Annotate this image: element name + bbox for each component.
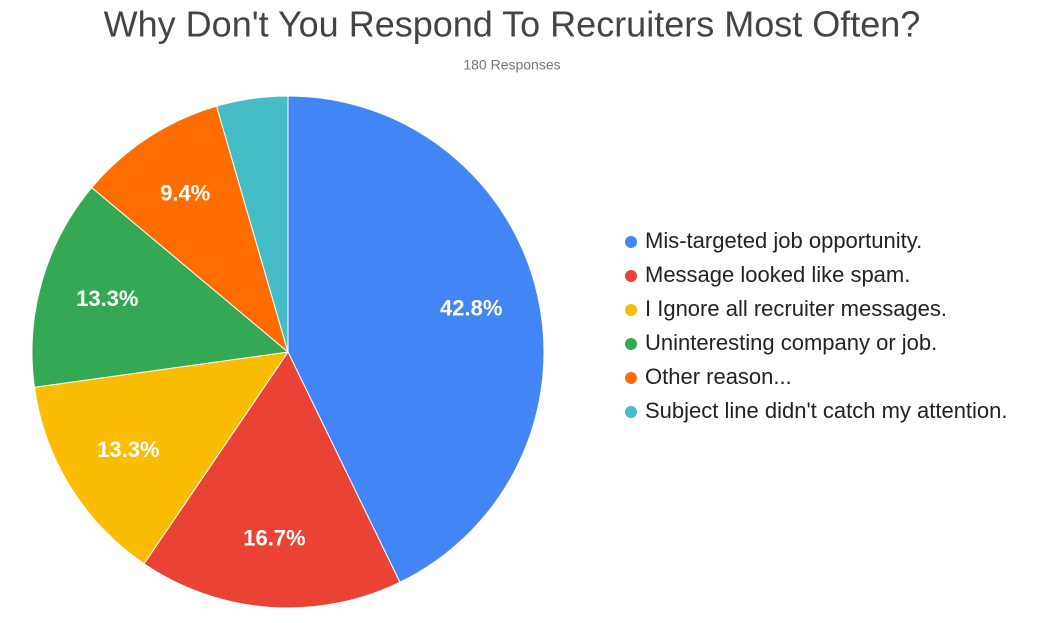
- legend-label: Mis-targeted job opportunity.: [645, 228, 922, 253]
- pie-slice: [33, 351, 290, 565]
- pie-slice: [31, 186, 290, 388]
- slice-label: 13.3%: [97, 437, 159, 462]
- pie-slice: [215, 95, 289, 353]
- pie-slice: [143, 351, 401, 609]
- legend-label: Message looked like spam.: [645, 262, 910, 287]
- pie-slice: [91, 105, 289, 354]
- slice-label: 42.8%: [440, 296, 502, 321]
- legend-marker: [625, 372, 637, 384]
- legend-marker: [625, 338, 637, 350]
- slice-label: 16.7%: [243, 525, 305, 550]
- slice-label: 9.4%: [160, 180, 210, 205]
- pie-slice: [287, 95, 545, 583]
- legend-marker: [625, 236, 637, 248]
- legend-label: I Ignore all recruiter messages.: [645, 296, 947, 321]
- legend-label: Other reason...: [645, 364, 792, 389]
- legend-label: Uninteresting company or job.: [645, 330, 937, 355]
- legend-marker: [625, 270, 637, 282]
- chart-subtitle: 180 Responses: [463, 57, 560, 73]
- legend-marker: [625, 406, 637, 418]
- slice-label: 13.3%: [76, 286, 138, 311]
- chart-title: Why Don't You Respond To Recruiters Most…: [104, 4, 921, 45]
- legend-label: Subject line didn't catch my attention.: [645, 398, 1008, 423]
- legend-marker: [625, 304, 637, 316]
